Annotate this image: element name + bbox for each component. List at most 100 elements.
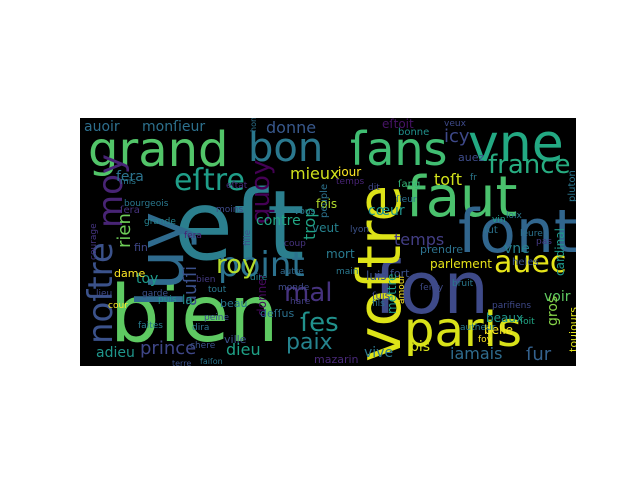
cloud-word-faites-87: faites <box>138 321 163 331</box>
cloud-word-autre-109: autre <box>280 267 304 277</box>
cloud-word-leure-122: leure <box>520 229 543 239</box>
cloud-word-luis-57: luis <box>366 269 387 283</box>
cloud-word-bien-104: bien <box>196 275 216 285</box>
cloud-word-dit-111: dit <box>368 183 380 193</box>
cloud-word-iamais-35: iamais <box>450 344 503 363</box>
cloud-word-c-ur-47: cœur <box>368 203 405 219</box>
cloud-word-pluton-75: pluton <box>567 170 576 202</box>
cloud-word-france-16: france <box>488 150 571 180</box>
cloud-word-paix-22: paix <box>286 330 333 355</box>
cloud-word-fera-27: fera <box>116 169 144 185</box>
cloud-word-fils-93: fils <box>372 299 385 309</box>
cloud-word-ur-34: ſur <box>526 344 552 365</box>
cloud-word-mal-18: mal <box>284 278 333 308</box>
cloud-word-oit-107: ſoit <box>520 317 535 327</box>
cloud-word-ieur-112: ſieur <box>396 195 417 205</box>
cloud-word-fai-on-96: faiſon <box>200 357 223 366</box>
cloud-word-iour-73: iour <box>338 165 362 179</box>
cloud-word-es-21: ſes <box>300 308 339 338</box>
cloud-word-parifiens-86: parifiens <box>492 301 532 311</box>
cloud-word-dame-64: dame <box>114 267 146 280</box>
word-cloud-panel: eſt bien luy grand faut ſans vne bon ſont ſon voſt… <box>80 118 576 366</box>
cloud-word-auec-12: auec <box>494 245 567 280</box>
cloud-word-courage-94: courage <box>89 223 99 260</box>
cloud-word-temps-31: temps <box>394 230 445 249</box>
cloud-word-grande-103: grande <box>144 217 176 227</box>
cloud-word-bruit-110: bruit <box>452 279 474 289</box>
cloud-word-bien-1: bien <box>110 270 279 360</box>
cloud-word-fr-124: fr <box>470 173 477 183</box>
cloud-word-parlement-54: parlement <box>430 257 493 271</box>
cloud-word-fort-60: fort <box>390 267 410 280</box>
cloud-word-heles-46: heles <box>512 257 539 268</box>
cloud-word-foy-99: foy <box>478 335 493 345</box>
cloud-word-adieu-38: adieu <box>96 345 135 361</box>
cloud-word-loix-91: loix <box>506 211 522 221</box>
cloud-word-fois-61: fois <box>316 197 338 211</box>
cloud-word-on-9: ſon <box>374 246 490 330</box>
cloud-word-coup-76: coup <box>284 239 306 249</box>
cloud-word-mort-59: mort <box>326 247 355 261</box>
cloud-word-mazarin-42: mazarin <box>314 353 359 366</box>
cloud-word-ville-66: ville <box>224 333 247 346</box>
cloud-word-mon-ieur-26: monſieur <box>142 119 206 135</box>
cloud-word-contre-30: contre <box>256 213 301 229</box>
cloud-word-tout-105: tout <box>208 285 227 295</box>
cloud-word-auez-63: auez <box>458 151 485 164</box>
cloud-word-to-t-44: toſt <box>434 170 462 189</box>
cloud-word-toy-50: toy <box>136 271 159 287</box>
cloud-word-main-101: main <box>336 267 359 277</box>
cloud-word-faut-4: faut <box>406 165 518 230</box>
cloud-word-point-14: point <box>218 245 305 285</box>
cloud-word-prince-36: prince <box>140 338 197 359</box>
cloud-word-e-t-0: eſt <box>174 170 305 282</box>
cloud-word-eray-100: ſeray <box>420 283 444 293</box>
cloud-word-auoir-25: auoir <box>84 119 120 135</box>
cloud-word-dieu-37: dieu <box>226 340 261 359</box>
cloud-word-honneur-108: honneur <box>249 118 258 132</box>
cloud-word-paris-11: paris <box>404 302 522 358</box>
cloud-word-vin-82: vin <box>492 215 506 225</box>
cloud-word-bourgeois-120: bourgeois <box>124 199 169 209</box>
cloud-word-veux-77: veux <box>444 119 466 129</box>
cloud-word-la-92: la <box>182 293 193 307</box>
cloud-word-ans-5: ſans <box>350 122 448 176</box>
cloud-word-amour-69: amour <box>397 274 407 304</box>
cloud-word-beaux-51: beaux <box>486 311 524 325</box>
cloud-word-voir-32: voir <box>544 289 571 305</box>
cloud-word-prendre-56: prendre <box>420 243 464 256</box>
cloud-word-vous-116: vous <box>294 207 316 217</box>
cloud-word-vive-41: vive <box>364 345 394 361</box>
cloud-word-cardinal-55: cardinal <box>553 228 567 276</box>
cloud-word-peuple-80: peuple <box>319 183 330 218</box>
cloud-word-garde-115: garde <box>142 289 169 299</box>
cloud-word-dira-83: dira <box>192 323 210 333</box>
cloud-word-e-tre-17: eſtre <box>174 163 245 198</box>
cloud-word-bon-7: bon <box>248 125 324 171</box>
cloud-word-vne-6: vne <box>468 118 564 174</box>
cloud-word-toujours-53: toujours <box>567 306 576 352</box>
cloud-word-temps-113: temps <box>336 177 365 187</box>
cloud-word-peine-106: peine <box>204 313 229 323</box>
cloud-word-donne-24: donne <box>266 118 317 137</box>
cloud-word-vne-39: vne <box>504 241 530 257</box>
cloud-word-roy-19: roy <box>216 250 258 280</box>
cloud-word-uis-62: ſuis <box>372 291 390 302</box>
cloud-word-rien-49: rien <box>114 213 135 248</box>
cloud-word-pas-117: pas <box>536 237 552 247</box>
cloud-word-autheur-119: autheur <box>460 323 496 333</box>
cloud-word-monde-81: monde <box>278 283 310 293</box>
cloud-word-terre-95: terre <box>172 359 192 367</box>
cloud-word-ang-114: ſang <box>398 179 421 190</box>
cloud-word-moins-118: moins <box>216 205 244 215</box>
cloud-word-lieu-123: lieu <box>96 289 113 299</box>
cloud-word-fin-71: fin <box>134 241 148 254</box>
cloud-word-puis-97: puis <box>158 295 177 305</box>
cloud-word-mis-84: mis <box>120 177 136 187</box>
cloud-word-bis-40: bis <box>410 339 431 355</box>
cloud-word-e-toit-43: eſtoit <box>382 118 414 131</box>
cloud-word-mieux-28: mieux <box>290 164 340 183</box>
cloud-word-belle-52: belle <box>484 323 514 337</box>
cloud-word-icy-23: icy <box>444 126 470 147</box>
